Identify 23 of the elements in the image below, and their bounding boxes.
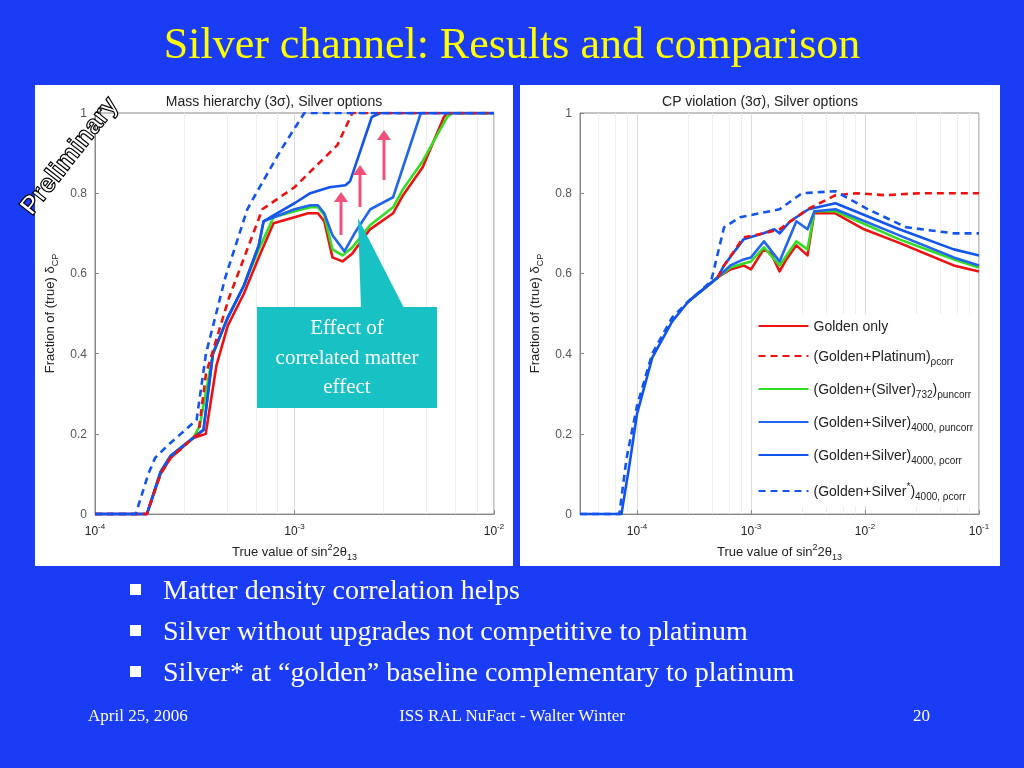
y-tick-label: 1 xyxy=(565,106,573,120)
text: Matter density correlation helps xyxy=(163,574,520,605)
annotation: Effect of correlated matter effect xyxy=(274,314,420,401)
y-tick-label: 0.4 xyxy=(555,346,573,361)
y-tick-label: 0 xyxy=(80,507,88,522)
y-tick-label: 0.6 xyxy=(555,266,573,281)
y-axis-title: Fraction of (true) δCP xyxy=(42,253,60,374)
y-axis-title: Fraction of (true) δCP xyxy=(527,253,545,374)
y-tick-label: 0.2 xyxy=(555,426,573,441)
legend-label: Golden only xyxy=(813,318,889,334)
text: Silver* at “golden” baseline complementary to platinum xyxy=(163,656,795,687)
text: Silver without upgrades not competitive to platinum xyxy=(163,615,748,646)
y-tick-label: 0.8 xyxy=(555,186,573,201)
y-tick-label: 0.2 xyxy=(70,426,88,441)
chart-title: Mass hierarchy (3σ), Silver options xyxy=(165,93,383,109)
text: 20 xyxy=(913,706,930,726)
chart-title: CP violation (3σ), Silver options xyxy=(662,93,858,109)
text: Silver channel: Results and comparison xyxy=(162,18,862,69)
y-tick-label: 0.4 xyxy=(70,346,88,361)
y-tick-label: 0.6 xyxy=(70,266,88,281)
text: April 25, 2006 xyxy=(88,706,188,726)
text: ISS RAL NuFact - Walter Winter xyxy=(399,706,625,726)
y-tick-label: 0 xyxy=(565,507,573,522)
